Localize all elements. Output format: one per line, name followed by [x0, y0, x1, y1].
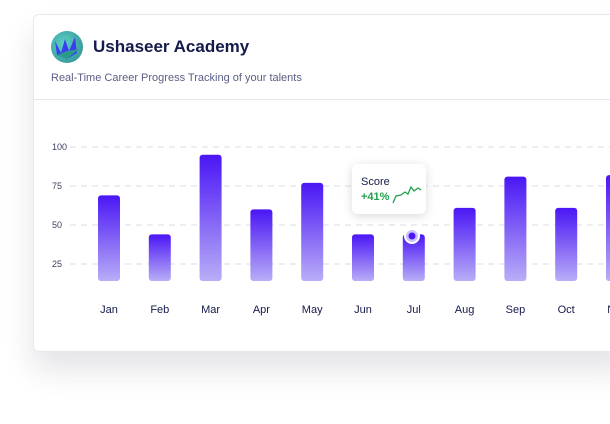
bar-mar[interactable] — [199, 154, 222, 281]
y-tick-label: 25 — [52, 259, 62, 269]
y-tick-label: 75 — [52, 181, 62, 191]
x-tick-label: Aug — [455, 304, 475, 316]
y-tick-label: 50 — [52, 220, 62, 230]
sparkline-icon — [392, 185, 422, 204]
tooltip-value: +41% — [361, 191, 390, 203]
y-tick-label: 100 — [52, 142, 67, 152]
selected-point-dot — [408, 232, 416, 240]
x-tick-label: Oct — [558, 304, 575, 316]
bar-jan[interactable] — [98, 195, 120, 281]
divider — [34, 99, 610, 100]
bar-jun[interactable] — [352, 234, 374, 281]
x-tick-label: Nov — [607, 304, 610, 316]
x-tick-label: May — [302, 304, 323, 316]
x-tick-label: Apr — [253, 304, 270, 316]
bar-may[interactable] — [301, 182, 324, 281]
x-tick-label: Jun — [354, 304, 372, 316]
bar-feb[interactable] — [148, 234, 171, 281]
tooltip-label: Score — [361, 176, 390, 188]
bar-aug[interactable] — [453, 207, 476, 281]
x-tick-label: Jul — [407, 304, 421, 316]
x-tick-label: Sep — [506, 304, 526, 316]
academy-logo — [51, 31, 83, 63]
x-tick-label: Jan — [100, 304, 118, 316]
bar-sep[interactable] — [504, 176, 527, 281]
page-subtitle: Real-Time Career Progress Tracking of yo… — [51, 72, 302, 84]
bar-jul[interactable] — [402, 234, 425, 281]
score-tooltip: Score +41% — [352, 164, 426, 214]
x-tick-label: Mar — [201, 304, 220, 316]
bar-oct[interactable] — [555, 207, 578, 281]
page-title: Ushaseer Academy — [93, 37, 250, 56]
x-tick-label: Feb — [150, 304, 169, 316]
bar-nov[interactable] — [606, 175, 610, 281]
bar-apr[interactable] — [250, 209, 273, 281]
